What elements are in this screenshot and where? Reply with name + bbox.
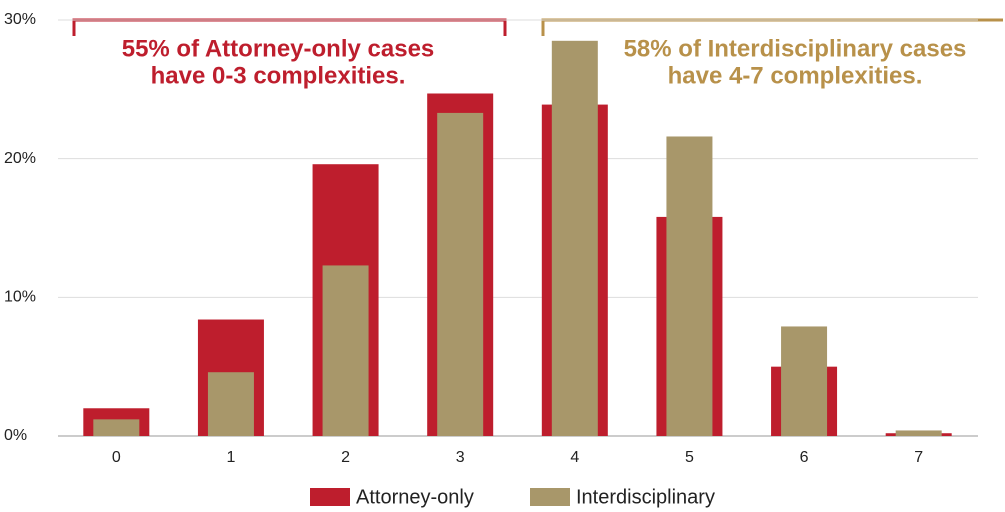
legend-label: Attorney-only	[356, 486, 474, 508]
annotation: have 4-7 complexities.	[668, 62, 923, 89]
legend-swatch	[310, 488, 350, 506]
bracket	[72, 18, 507, 36]
bar	[666, 136, 713, 437]
x-tick-label: 6	[800, 449, 809, 466]
x-tick-label: 1	[226, 449, 235, 466]
x-tick-label: 2	[341, 449, 350, 466]
bar	[207, 372, 254, 436]
x-tick-label: 0	[112, 449, 121, 466]
x-tick-label: 5	[685, 449, 694, 466]
y-tick-label: 30%	[4, 11, 36, 28]
y-tick-label: 10%	[4, 289, 36, 306]
y-tick-label: 20%	[4, 150, 36, 167]
y-tick-label: 0%	[4, 427, 27, 444]
x-tick-label: 7	[914, 449, 923, 466]
x-tick-label: 4	[570, 449, 579, 466]
bar	[895, 430, 942, 436]
bar	[781, 326, 828, 436]
bar	[551, 40, 598, 437]
bar	[437, 112, 484, 436]
x-tick-label: 3	[456, 449, 465, 466]
bracket	[541, 18, 1003, 36]
annotation: 55% of Attorney-only cases	[122, 35, 435, 62]
annotation: 58% of Interdisciplinary cases	[624, 35, 967, 62]
bar	[322, 265, 369, 436]
bar	[93, 419, 140, 436]
annotation: have 0-3 complexities.	[151, 62, 406, 89]
legend-swatch	[530, 488, 570, 506]
legend-label: Interdisciplinary	[576, 486, 715, 508]
